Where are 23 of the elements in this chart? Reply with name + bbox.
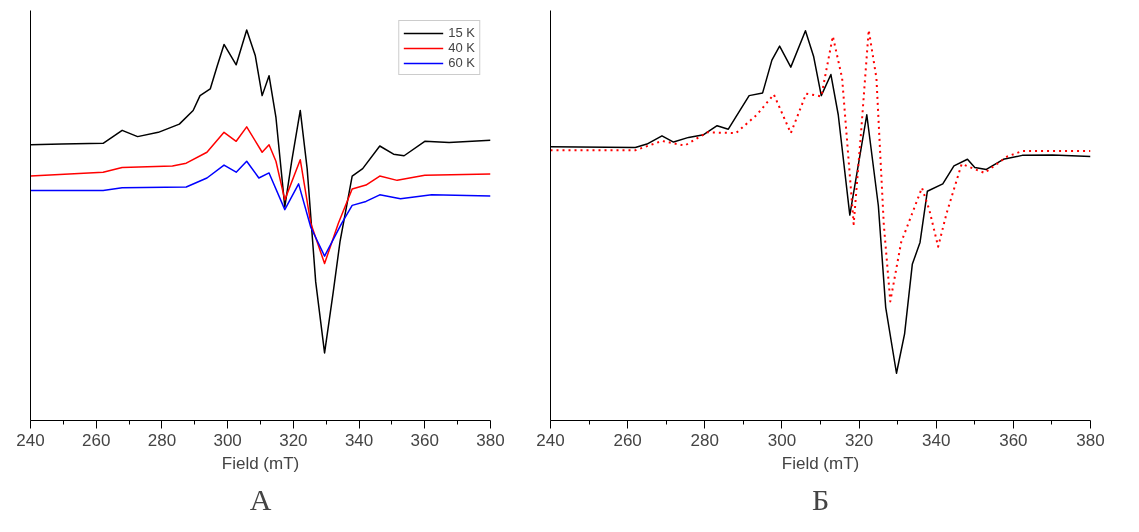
x-tick-label: 320 bbox=[844, 430, 874, 450]
x-tick-label: 300 bbox=[767, 430, 797, 450]
x-tick-label: 280 bbox=[690, 430, 719, 450]
x-tick-label: 300 bbox=[213, 430, 242, 450]
x-tick-label: 340 bbox=[344, 430, 374, 450]
text: Б bbox=[811, 482, 830, 516]
x-tick-label: 360 bbox=[999, 430, 1028, 450]
x-tick-label: 260 bbox=[82, 430, 111, 450]
x-tick-label: 380 bbox=[1076, 430, 1105, 450]
legend-label: 15 K bbox=[448, 25, 475, 40]
legend-label: 60 K bbox=[448, 55, 475, 70]
text: А bbox=[249, 482, 272, 516]
legend-label: 40 K bbox=[448, 40, 475, 55]
x-tick-label: 240 bbox=[16, 430, 45, 450]
x-tick-label: 240 bbox=[536, 430, 565, 450]
x-tick-label: 360 bbox=[410, 430, 439, 450]
x-axis-title: Field (mT) bbox=[221, 453, 300, 473]
x-tick-label: 260 bbox=[613, 430, 642, 450]
x-tick-label: 280 bbox=[147, 430, 177, 450]
x-tick-label: 380 bbox=[476, 430, 505, 450]
x-tick-label: 340 bbox=[922, 430, 951, 450]
x-axis-title: Field (mT) bbox=[781, 453, 860, 473]
x-tick-label: 320 bbox=[279, 430, 308, 450]
